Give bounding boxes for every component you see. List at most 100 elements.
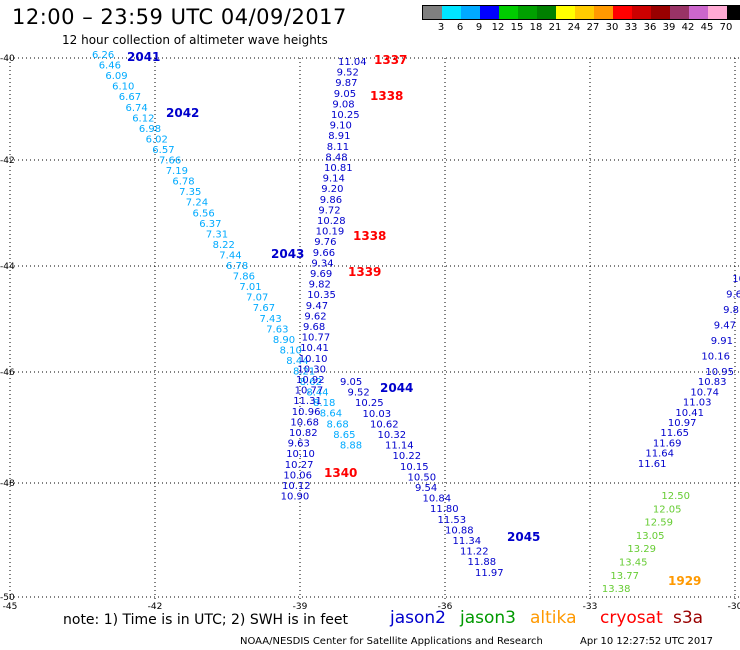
swh-value: 11.65 [660, 428, 689, 439]
swh-value: 9.66 [313, 248, 335, 259]
swh-value: 10.28 [317, 216, 346, 227]
pass-number-label: 1340 [324, 466, 357, 480]
scale-swatch [670, 6, 689, 19]
swh-value: 9.62 [304, 311, 326, 322]
swh-value: 6.09 [105, 71, 127, 82]
swh-value: 11.34 [453, 536, 482, 547]
scale-label: 27 [586, 22, 600, 33]
legend-item-jason2: jason2 [390, 608, 446, 628]
swh-value: 9.47 [714, 321, 736, 332]
swh-value: 10.96 [292, 407, 321, 418]
swh-value: 10.41 [675, 408, 704, 419]
scale-label: 30 [605, 22, 619, 33]
pass-number-label: 2045 [507, 530, 540, 544]
swh-value: 10.22 [393, 451, 422, 462]
legend-note: note: 1) Time is in UTC; 2) SWH is in fe… [63, 612, 349, 628]
scale-label: 21 [548, 22, 562, 33]
swh-value: 10.27 [285, 460, 314, 471]
swh-value: 10.88 [445, 525, 474, 536]
scale-label: 15 [510, 22, 524, 33]
swh-value: 10.19 [316, 227, 345, 238]
swh-value: 10.06 [283, 470, 312, 481]
scale-swatch [499, 6, 518, 19]
scale-label: 3 [437, 22, 445, 33]
scale-swatch [613, 6, 632, 19]
swh-value: 11.53 [438, 515, 467, 526]
swh-value: 8.44 [286, 356, 308, 367]
swh-value: 13.38 [602, 584, 631, 595]
scale-label: 45 [700, 22, 714, 33]
scale-swatch [651, 6, 670, 19]
scale-swatch [689, 6, 708, 19]
swh-value: 9.76 [314, 237, 336, 248]
swh-value: 10.68 [290, 417, 319, 428]
scale-swatch [575, 6, 594, 19]
swh-value: 8.90 [273, 335, 295, 346]
scale-label: 70 [719, 22, 733, 33]
swh-value: 8.48 [325, 152, 347, 163]
lon-label: -45 [3, 602, 18, 612]
swh-value: 8.91 [328, 131, 350, 142]
swh-value: 7.86 [233, 272, 255, 283]
swh-value: 10.16 [701, 352, 730, 363]
swh-value: 13.05 [636, 531, 665, 542]
lon-label: -30 [728, 602, 740, 612]
swh-value: 9.34 [311, 258, 333, 269]
swh-value: 10.32 [378, 430, 407, 441]
swh-value: 11.61 [638, 459, 667, 470]
scale-swatch [442, 6, 461, 19]
lat-label: -46 [0, 368, 15, 378]
swh-value: 8.64 [320, 409, 342, 420]
swh-value: 9.63 [288, 439, 310, 450]
swh-value: 10.92 [296, 375, 325, 386]
scale-label: 42 [681, 22, 695, 33]
swh-value: 8.22 [213, 240, 235, 251]
swh-value: 12.50 [661, 491, 690, 502]
swh-value: 10.30 [297, 364, 326, 375]
scale-swatch [727, 6, 740, 19]
swh-value: 10 [732, 274, 740, 285]
swh-value: 10.41 [300, 343, 329, 354]
scale-label: 9 [475, 22, 483, 33]
swh-value: 11.97 [475, 568, 504, 579]
swh-value: 8.44 [306, 388, 328, 399]
swh-value: 9.69 [310, 269, 332, 280]
swh-value: 10.82 [289, 428, 318, 439]
scale-swatch [632, 6, 651, 19]
swh-value: 10.12 [282, 481, 311, 492]
swh-value: 6.46 [99, 61, 121, 72]
swh-value: 10.97 [668, 418, 697, 429]
swh-value: 11.14 [385, 441, 414, 452]
wave-height-color-scale [422, 5, 740, 20]
scale-swatch [556, 6, 575, 19]
swh-value: 9.87 [335, 78, 357, 89]
scale-swatch [708, 6, 727, 19]
swh-value: 10.35 [307, 290, 336, 301]
scale-swatch [537, 6, 556, 19]
swh-value: 9.54 [415, 483, 437, 494]
swh-value: 11.80 [430, 504, 459, 515]
swh-value: 10.81 [324, 163, 353, 174]
swh-value: 7.63 [266, 324, 288, 335]
swh-value: 6.98 [139, 124, 161, 135]
swh-value: 8.18 [313, 398, 335, 409]
scale-label: 36 [643, 22, 657, 33]
swh-value: 13.29 [627, 544, 656, 555]
swh-value: 6.56 [193, 208, 215, 219]
swh-value: 7.67 [253, 303, 275, 314]
swh-value: 7.35 [179, 187, 201, 198]
swh-value: 9.6 [726, 290, 740, 301]
pass-number-label: 2043 [271, 247, 304, 261]
swh-value: 10.50 [408, 472, 437, 483]
swh-value: 12.05 [653, 504, 682, 515]
swh-value: 7.24 [186, 198, 208, 209]
lon-label: -36 [438, 602, 453, 612]
swh-value: 9.47 [306, 301, 328, 312]
swh-value: 8.62 [300, 377, 322, 388]
pass-number-label: 2044 [380, 381, 413, 395]
swh-value: 9.68 [303, 322, 325, 333]
swh-value: 6.37 [199, 219, 221, 230]
swh-value: 9.52 [337, 68, 359, 79]
